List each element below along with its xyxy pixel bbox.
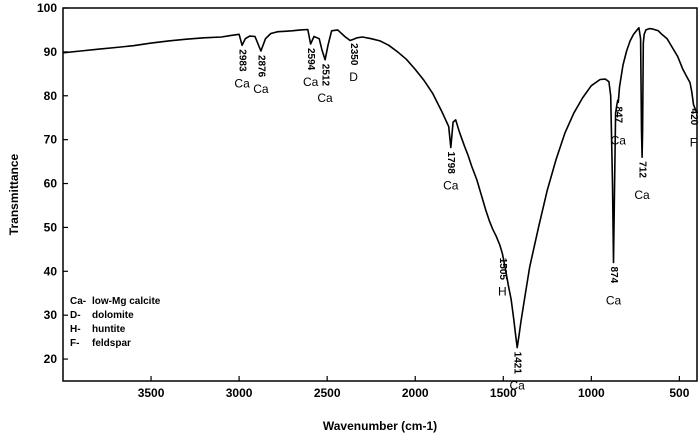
y-tick-label: 20 <box>44 352 58 366</box>
legend-code: Ca- <box>70 296 86 307</box>
peak-annotation: 1505 H <box>497 258 508 299</box>
peak-annotation: 1421 Ca <box>510 352 526 393</box>
y-tick-label: 100 <box>37 1 57 15</box>
peak-code: H <box>498 285 507 299</box>
legend-entry: D- dolomite <box>70 310 134 321</box>
peak-annotation: 2876 Ca <box>253 55 269 96</box>
legend-code: D- <box>70 310 81 321</box>
y-tick-label: 30 <box>44 308 58 322</box>
peak-wavenumber: 1505 <box>497 258 508 281</box>
peak-code: Ca <box>253 82 269 96</box>
legend-label: feldspar <box>92 338 131 349</box>
peak-wavenumber: 2350 <box>348 43 359 66</box>
peak-wavenumber: 847 <box>613 106 624 123</box>
peak-code: D <box>349 70 358 84</box>
y-tick-label: 70 <box>44 133 58 147</box>
peak-annotation: 874 Ca <box>606 267 622 308</box>
legend-entry: F- feldspar <box>70 338 131 349</box>
legend: Ca- low-Mg calcite D- dolomite H- huntit… <box>70 296 161 349</box>
legend-entry: H- huntite <box>70 324 126 335</box>
peak-annotation: 2512 Ca <box>317 64 333 105</box>
peak-code: Ca <box>317 91 333 105</box>
legend-label: dolomite <box>92 310 134 321</box>
peak-annotation: 2594 Ca <box>303 48 319 89</box>
peak-annotation: 1798 Ca <box>443 152 459 193</box>
peak-wavenumber: 874 <box>608 267 619 284</box>
y-tick-label: 40 <box>44 264 58 278</box>
peak-wavenumber: 2983 <box>236 49 247 72</box>
peak-wavenumber: 1421 <box>512 352 523 375</box>
legend-entry: Ca- low-Mg calcite <box>70 296 161 307</box>
legend-label: low-Mg calcite <box>92 296 161 307</box>
peak-wavenumber: 2594 <box>305 48 316 71</box>
peak-wavenumber: 2512 <box>319 64 330 87</box>
y-axis-title: Transmittance <box>7 153 21 235</box>
y-tick-label: 90 <box>44 45 58 59</box>
x-tick-label: 500 <box>669 386 689 400</box>
peak-annotation: 2350 D <box>348 43 359 84</box>
x-tick-label: 3000 <box>226 386 253 400</box>
peak-annotation: 847 Ca <box>611 106 627 147</box>
plot-frame <box>62 7 698 382</box>
peak-code: Ca <box>303 75 319 89</box>
peak-annotation: 2983 Ca <box>234 49 250 90</box>
x-axis-title: Wavenumber (cm-1) <box>323 419 437 433</box>
x-tick-label: 1500 <box>490 386 517 400</box>
x-tick-label: 3500 <box>138 386 165 400</box>
peak-wavenumber: 420 <box>688 109 699 126</box>
legend-code: F- <box>70 338 79 349</box>
peak-code: Ca <box>510 379 526 393</box>
y-tick-label: 50 <box>44 220 58 234</box>
peak-code: Ca <box>443 179 459 193</box>
y-tick-label: 60 <box>44 177 58 191</box>
legend-code: H- <box>70 324 81 335</box>
x-tick-label: 2000 <box>402 386 429 400</box>
peak-annotation: 712 Ca <box>634 161 650 202</box>
peak-code: Ca <box>634 188 650 202</box>
x-tick-label: 1000 <box>578 386 605 400</box>
peak-code: F <box>690 136 697 150</box>
peak-code: Ca <box>611 133 627 147</box>
peak-wavenumber: 2876 <box>255 55 266 78</box>
spectrum-line <box>62 26 698 349</box>
peak-code: Ca <box>234 76 250 90</box>
peak-wavenumber: 712 <box>636 161 647 178</box>
x-tick-label: 2500 <box>314 386 341 400</box>
y-tick-label: 80 <box>44 89 58 103</box>
peak-wavenumber: 1798 <box>445 152 456 175</box>
peak-code: Ca <box>606 294 622 308</box>
legend-label: huntite <box>92 324 126 335</box>
peak-annotation: 420 F <box>688 109 699 150</box>
